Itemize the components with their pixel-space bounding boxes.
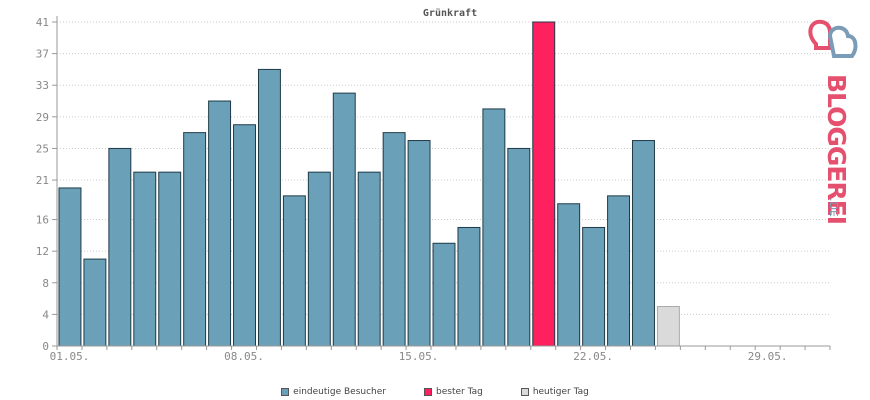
bar-16 <box>432 242 456 347</box>
bar-6 <box>183 132 207 347</box>
logo-suffix: .DE <box>827 198 840 217</box>
chart-title: Grünkraft <box>423 8 477 19</box>
bars <box>58 21 680 347</box>
bar-20 <box>532 21 556 347</box>
x-tick-label: 15.05. <box>399 350 439 363</box>
bar-25 <box>656 305 680 347</box>
bar-5 <box>158 171 182 347</box>
bar-15 <box>407 140 431 347</box>
legend-label-today: heutiger Tag <box>532 387 589 397</box>
bar-8 <box>233 124 256 347</box>
bar-1 <box>58 187 82 347</box>
legend-item-best-day: bester Tag <box>424 384 483 400</box>
y-tick-label: 29 <box>36 111 49 124</box>
logo-text: BLOGGEREI <box>822 74 851 224</box>
legend: eindeutige Besucher bester Tag heutiger … <box>0 384 870 400</box>
y-tick-label: 25 <box>36 142 49 155</box>
y-tick-label: 4 <box>42 308 49 321</box>
legend-item-today: heutiger Tag <box>520 384 589 400</box>
bar-19 <box>507 147 531 347</box>
y-axis: 0 4 8 12 16 21 25 29 33 37 41 <box>36 16 58 353</box>
bar-17 <box>457 226 481 347</box>
x-tick-label: 08.05. <box>224 350 264 363</box>
legend-item-visitors: eindeutige Besucher <box>281 384 386 400</box>
y-tick-label: 41 <box>36 16 49 29</box>
bar-22 <box>582 226 606 347</box>
legend-label-visitors: eindeutige Besucher <box>293 387 386 397</box>
bar-21 <box>557 203 581 347</box>
bar-9 <box>257 68 281 347</box>
legend-label-best-day: bester Tag <box>436 387 483 397</box>
bloggerei-logo: BLOGGEREI .DE <box>808 19 858 224</box>
bar-12 <box>332 92 356 347</box>
x-tick-label: 01.05. <box>50 350 90 363</box>
legend-swatch-best-day <box>424 388 432 396</box>
bar-7 <box>208 100 232 347</box>
y-tick-label: 12 <box>36 245 49 258</box>
bar-4 <box>133 171 157 347</box>
bar-23 <box>607 195 631 347</box>
bloggerei-heart-icon <box>808 19 858 58</box>
y-tick-label: 8 <box>42 277 49 290</box>
bar-14 <box>382 132 406 347</box>
bar-24 <box>632 140 655 347</box>
bar-13 <box>357 171 381 347</box>
y-tick-label: 0 <box>42 340 49 353</box>
legend-swatch-today <box>520 388 529 396</box>
bar-10 <box>282 195 306 347</box>
bar-3 <box>108 147 132 347</box>
y-tick-label: 16 <box>36 214 49 227</box>
legend-swatch-visitors <box>281 388 290 396</box>
y-tick-label: 37 <box>36 48 49 61</box>
bar-11 <box>307 171 331 347</box>
y-tick-label: 33 <box>36 79 49 92</box>
bar-2 <box>83 258 107 347</box>
x-tick-label: 29.05. <box>748 350 788 363</box>
bar-18 <box>482 108 506 347</box>
y-tick-label: 21 <box>36 174 49 187</box>
x-tick-label: 22.05. <box>573 350 613 363</box>
x-axis: 01.05. 08.05. 15.05. 22.05. 29.05. <box>50 345 831 363</box>
